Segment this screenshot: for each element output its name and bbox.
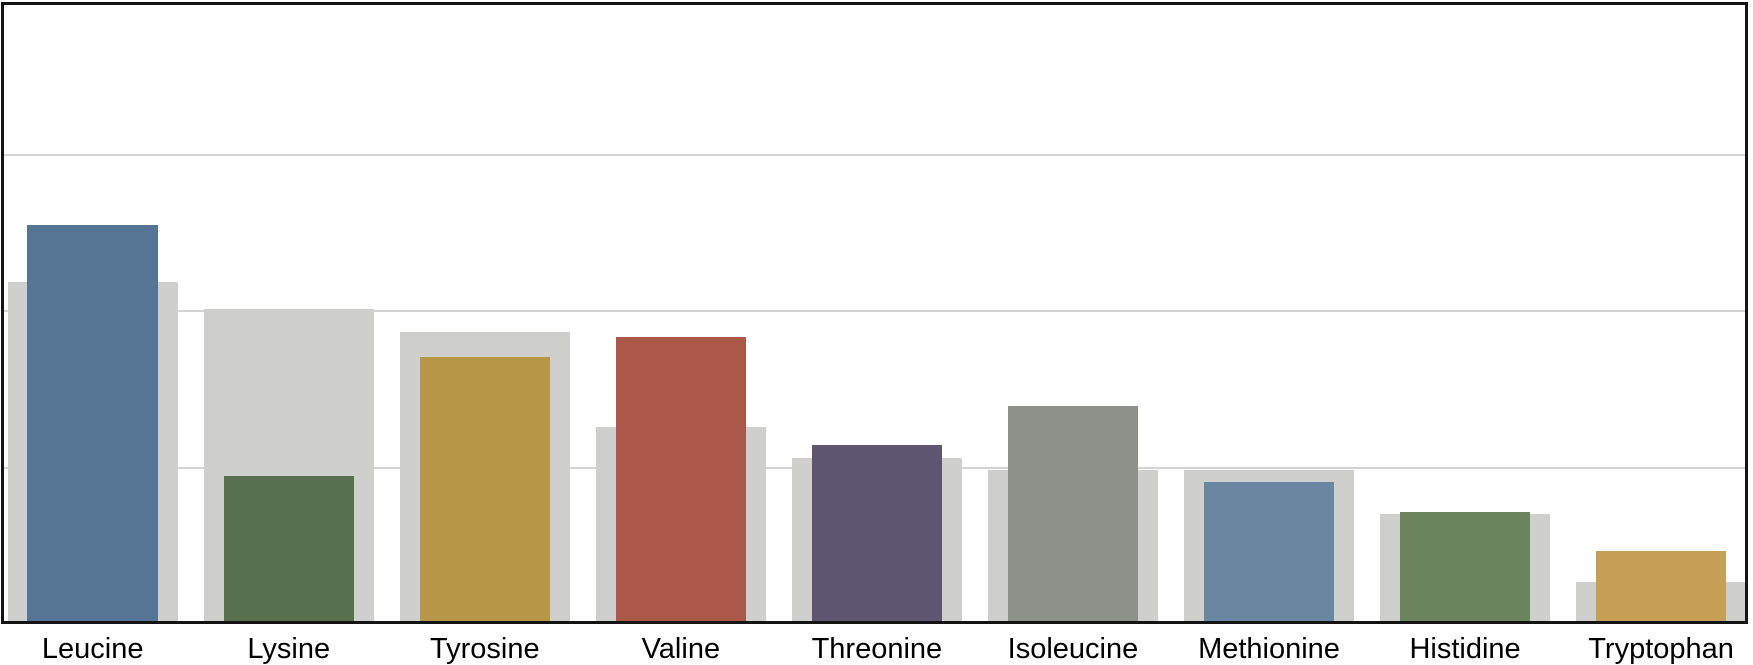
- x-axis-label-tyrosine: Tyrosine: [429, 633, 540, 665]
- x-axis-label-threonine: Threonine: [811, 633, 943, 665]
- gridline: [4, 153, 1748, 156]
- bar-leucine: [27, 225, 158, 624]
- x-axis-label-leucine: Leucine: [41, 633, 144, 665]
- gridline: [4, 310, 1748, 313]
- x-axis-label-histidine: Histidine: [1409, 633, 1521, 665]
- x-axis-label-lysine: Lysine: [247, 633, 331, 665]
- bar-histidine: [1399, 512, 1531, 624]
- x-axis-label-valine: Valine: [641, 633, 721, 665]
- bar-lysine: [223, 475, 354, 624]
- x-axis-label-tryptophan: Tryptophan: [1588, 633, 1734, 665]
- bar-threonine: [811, 445, 943, 624]
- bar-tyrosine: [419, 356, 551, 624]
- bar-isoleucine: [1007, 406, 1139, 624]
- bar-valine: [615, 337, 747, 624]
- x-axis-label-methionine: Methionine: [1198, 633, 1340, 665]
- bar-tryptophan: [1595, 550, 1727, 624]
- x-axis-label-isoleucine: Isoleucine: [1007, 633, 1139, 665]
- bar-methionine: [1203, 481, 1335, 624]
